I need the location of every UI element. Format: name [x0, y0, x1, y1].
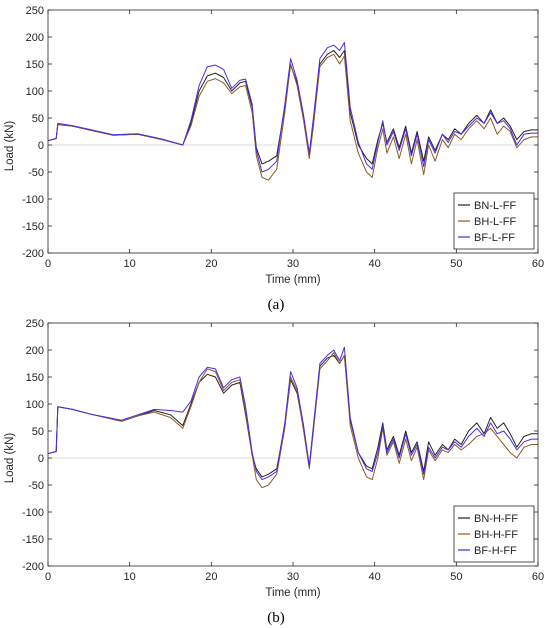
chart-a-caption: (a) — [268, 297, 285, 313]
chart-b-legend-label: BH-H-FF — [474, 529, 518, 541]
chart-b-xlabel: Time (mm) — [265, 587, 320, 599]
chart-b-ytick-label: 150 — [26, 372, 44, 384]
chart-b-ytick-label: 0 — [38, 453, 44, 465]
chart-b-xtick-label: 60 — [532, 571, 544, 583]
chart-b: 0 10 20 30 40 50 60 -200 -150 -100 -50 0 50 100 150 200… — [4, 318, 544, 626]
chart-a-xtick-label: 10 — [124, 258, 136, 270]
chart-b-xtick-label: 40 — [369, 571, 381, 583]
chart-b-series — [47, 346, 538, 489]
chart-b-ytick-label: 250 — [26, 318, 44, 330]
chart-a-ytick-label: 200 — [26, 32, 44, 44]
chart-b-ytick-label: -50 — [28, 480, 44, 492]
chart-a: 0 10 20 30 40 50 60 -200 -150 -100 -50 0 50 100 150 200… — [4, 5, 544, 313]
chart-a-series — [47, 41, 538, 181]
chart-b-ytick-label: -200 — [22, 561, 44, 573]
chart-a-xtick-label: 60 — [532, 258, 544, 270]
chart-a-legend-label: BN-L-FF — [474, 200, 516, 212]
chart-a-legend: BN-L-FF BH-L-FF BF-L-FF — [453, 192, 535, 250]
chart-b-legend: BN-H-FF BH-H-FF BF-H-FF — [453, 505, 535, 563]
chart-b-series-bh-h-ff — [47, 352, 538, 489]
chart-a-ytick-label: 100 — [26, 86, 44, 98]
chart-b-legend-label: BF-H-FF — [474, 545, 517, 557]
chart-b-xtick-label: 30 — [287, 571, 299, 583]
chart-b-caption: (b) — [267, 610, 285, 626]
chart-b-xtick-label: 0 — [45, 571, 51, 583]
chart-b-ytick-label: -100 — [22, 507, 44, 519]
chart-a-ticks: 0 10 20 30 40 50 60 -200 -150 -100 -50 0 50 100 150 200… — [22, 5, 544, 270]
chart-a-ytick-label: -200 — [22, 248, 44, 260]
chart-a-series-bh-l-ff — [47, 53, 538, 181]
chart-a-ytick-label: 150 — [26, 59, 44, 71]
chart-a-ytick-label: 250 — [26, 5, 44, 17]
chart-b-xtick-label: 20 — [205, 571, 217, 583]
chart-b-ytick-label: -150 — [22, 534, 44, 546]
chart-a-ytick-label: -100 — [22, 194, 44, 206]
chart-a-xtick-label: 20 — [205, 258, 217, 270]
chart-b-ticks: 0 10 20 30 40 50 60 -200 -150 -100 -50 0 50 100 150 200… — [22, 318, 544, 583]
chart-a-xtick-label: 40 — [369, 258, 381, 270]
chart-b-ytick-label: 100 — [26, 399, 44, 411]
chart-a-ytick-label: -50 — [28, 167, 44, 179]
chart-a-legend-label: BH-L-FF — [474, 216, 516, 228]
chart-a-ytick-label: 50 — [32, 113, 44, 125]
chart-a-xtick-label: 30 — [287, 258, 299, 270]
chart-a-xtick-label: 0 — [45, 258, 51, 270]
chart-b-ytick-label: 50 — [32, 426, 44, 438]
chart-b-ytick-label: 200 — [26, 345, 44, 357]
chart-a-series-bf-l-ff — [47, 41, 538, 173]
chart-a-legend-label: BF-L-FF — [474, 232, 515, 244]
chart-a-ytick-label: -150 — [22, 221, 44, 233]
chart-b-xtick-label: 50 — [450, 571, 462, 583]
chart-b-ylabel: Load (kN) — [4, 433, 16, 484]
chart-a-xtick-label: 50 — [450, 258, 462, 270]
chart-b-series-bf-h-ff — [47, 346, 538, 481]
chart-a-ytick-label: 0 — [38, 140, 44, 152]
chart-a-ylabel: Load (kN) — [4, 121, 16, 172]
chart-b-legend-label: BN-H-FF — [474, 513, 518, 525]
chart-a-series-bn-l-ff — [47, 50, 538, 165]
chart-b-xtick-label: 10 — [124, 571, 136, 583]
chart-a-xlabel: Time (mm) — [265, 274, 320, 286]
